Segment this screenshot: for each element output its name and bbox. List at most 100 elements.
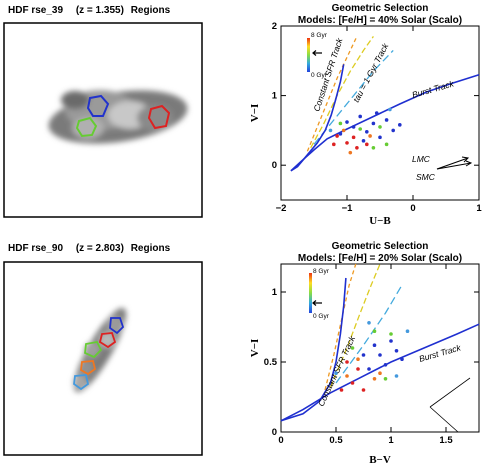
region-outline-blue	[86, 94, 110, 117]
data-point	[350, 346, 355, 350]
data-point	[351, 125, 356, 129]
data-point	[355, 146, 359, 150]
data-point	[394, 349, 399, 353]
data-point	[388, 107, 392, 112]
data-point	[361, 139, 366, 143]
arrow-icon	[312, 300, 322, 306]
y-axis-label-1: V−I	[249, 104, 261, 123]
region-outline-red	[147, 104, 171, 130]
x-axis-label-1: U−B	[369, 215, 391, 227]
colorbar-top-label: 8 Gyr	[313, 268, 330, 275]
x-tick-label: 1	[388, 435, 394, 446]
data-point	[371, 146, 376, 150]
data-point	[328, 128, 333, 133]
colorbar-1: 8 Gyr 0 Gyr	[307, 32, 328, 79]
colorbar-bottom-label: 0 Gyr	[313, 313, 330, 320]
data-point	[356, 357, 360, 362]
axis-ticks-1: −2 −1 0 1 0 1 2	[272, 21, 483, 214]
data-point	[372, 329, 377, 334]
data-point	[367, 367, 371, 371]
x-tick-label: 0	[278, 435, 283, 446]
y-tick-label: 2	[272, 21, 277, 32]
colorbar-gradient	[309, 273, 312, 313]
x-tick-label: −1	[342, 203, 354, 214]
data-point	[374, 111, 379, 115]
y-tick-label: 0	[272, 160, 277, 171]
tau-track	[335, 284, 403, 384]
lmc-label: LMC	[412, 154, 431, 164]
data-point	[341, 128, 346, 133]
y-tick-label: 0.5	[264, 357, 278, 368]
galaxy-image-1	[48, 90, 188, 144]
model-tracks-1	[290, 36, 480, 172]
data-point	[378, 371, 382, 376]
region-outline-red	[98, 332, 117, 349]
data-point	[334, 371, 338, 376]
x-axis-label-2: B−V	[369, 454, 391, 466]
region-outline-orange	[80, 360, 97, 376]
data-point	[358, 127, 363, 131]
data-point	[378, 135, 382, 140]
data-point	[384, 142, 389, 147]
data-point	[391, 128, 396, 133]
data-point	[345, 360, 349, 364]
arrow-icon	[312, 50, 322, 56]
data-point	[405, 329, 410, 334]
y-axis-label-2: V−I	[249, 339, 261, 358]
data-point	[378, 353, 382, 357]
data-point	[378, 125, 382, 129]
x-tick-label: 1.5	[439, 435, 453, 446]
smc-label: SMC	[416, 172, 436, 182]
data-point	[368, 134, 372, 138]
data-points-2	[334, 321, 410, 392]
reddening-arrows	[436, 156, 473, 170]
image-title-2: HDF rse_90 (z = 2.803) Regions	[8, 243, 171, 254]
x-tick-label: 0.5	[329, 435, 343, 446]
data-point	[383, 377, 388, 381]
data-point	[372, 343, 377, 348]
data-point	[339, 388, 344, 392]
plot-frame-1	[280, 25, 480, 201]
selection-wedge	[429, 377, 471, 433]
data-point	[358, 114, 363, 119]
axis-ticks-2: 0 0.5 1 1.5 0 0.5 1	[264, 264, 479, 446]
data-point	[384, 118, 389, 122]
tau-label-1: tau = 1 Gyr Track	[351, 41, 391, 104]
tau-track	[306, 36, 358, 152]
data-point	[361, 353, 366, 357]
burst-label-2: Burst Track	[418, 342, 463, 364]
x-tick-label: −2	[276, 203, 287, 214]
chart-subtitle-2: Models: [Fe/H] = 20% Solar (Scalo)	[298, 253, 462, 264]
data-point	[356, 367, 360, 371]
data-point	[338, 121, 343, 126]
y-tick-label: 1	[272, 91, 278, 102]
colorbar-2: 8 Gyr 0 Gyr	[309, 268, 330, 320]
model-tracks-2	[280, 263, 480, 422]
galaxy-image-2	[73, 308, 127, 392]
data-point	[348, 150, 353, 155]
region-outline-blue	[109, 317, 125, 335]
data-point	[345, 374, 349, 378]
data-point	[365, 142, 369, 147]
colorbar-bottom-label: 0 Gyr	[311, 72, 328, 79]
data-point	[338, 132, 343, 136]
y-tick-label: 0	[272, 427, 277, 438]
data-point	[351, 135, 356, 140]
tau-track	[313, 49, 394, 145]
image-title-1: HDF rse_39 (z = 1.355) Regions	[8, 5, 171, 16]
data-point	[372, 377, 377, 381]
burst-label-1: Burst Track	[411, 78, 456, 100]
data-point	[361, 388, 366, 392]
data-point	[350, 381, 355, 385]
constant-sfr-label-2: Constant SFR Track	[316, 334, 358, 408]
data-point	[394, 374, 399, 378]
region-outline-green	[84, 340, 103, 359]
colorbar-top-label: 8 Gyr	[311, 32, 328, 39]
data-point	[367, 321, 371, 325]
data-point	[383, 363, 388, 367]
data-point	[371, 121, 376, 126]
region-outline-lightblue	[73, 374, 90, 391]
data-point	[398, 123, 402, 127]
region-outline-green	[75, 116, 98, 138]
